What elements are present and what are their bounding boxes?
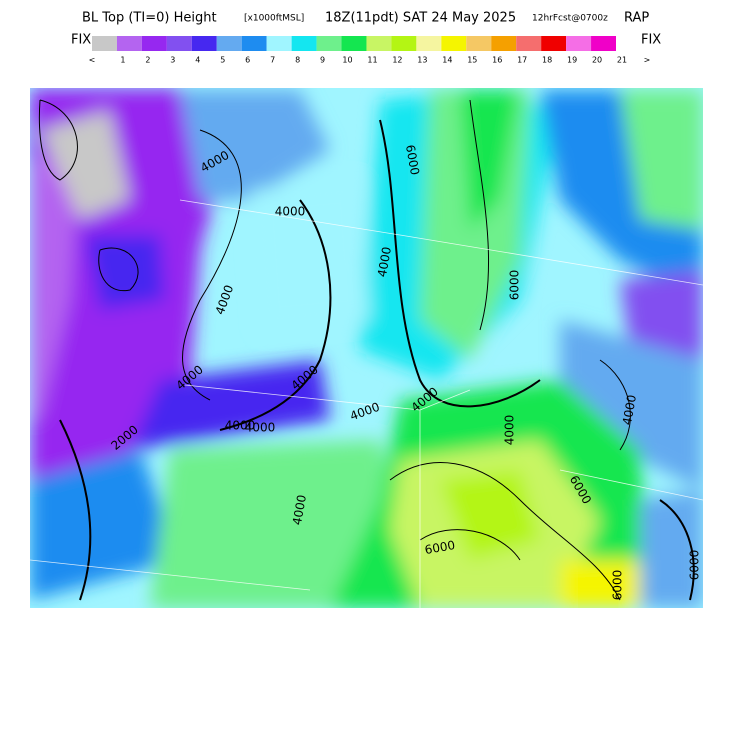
colorbar-swatch <box>391 36 417 51</box>
contours <box>38 99 695 601</box>
contour-label: 4000 <box>245 421 276 435</box>
colorbar-label: < <box>89 56 96 65</box>
colorbar: <1 2 3 4 5 6 7 8 9 10 11 12 13 14 15 16 17 18 19 20 21 > <box>89 36 651 65</box>
colorbar-label: 5 <box>220 56 225 65</box>
colorbar-label: 16 <box>492 56 502 65</box>
colorbar-label: 11 <box>367 56 377 65</box>
colorbar-label: 6 <box>245 56 250 65</box>
colorbar-swatch <box>416 36 442 51</box>
colorbar-swatch <box>541 36 567 51</box>
colorbar-swatch <box>266 36 292 51</box>
colorbar-label: 21 <box>617 56 627 65</box>
colorbar-label: 19 <box>567 56 577 65</box>
colorbar-label: 13 <box>417 56 427 65</box>
title-time: 18Z(11pdt) SAT 24 May 2025 <box>325 11 516 26</box>
colorbar-label: 15 <box>467 56 477 65</box>
shading <box>30 88 703 608</box>
colorbar-swatch <box>291 36 317 51</box>
contour-label: 6000 <box>508 270 522 301</box>
colorbar-swatch <box>366 36 392 51</box>
colorbar-swatch <box>92 36 117 51</box>
colorbar-label: 4 <box>195 56 200 65</box>
colorbar-label: > <box>644 56 651 65</box>
colorbar-label: 3 <box>170 56 175 65</box>
map <box>30 88 703 608</box>
colorbar-swatch <box>316 36 342 51</box>
colorbar-label: 9 <box>320 56 325 65</box>
colorbar-swatch <box>441 36 467 51</box>
colorbar-label: 17 <box>517 56 527 65</box>
contour-label: 6000 <box>688 550 702 581</box>
colorbar-swatch <box>166 36 192 51</box>
colorbar-swatch <box>141 36 167 51</box>
contour-label: 6000 <box>611 570 625 601</box>
title-units: [x1000ftMSL] <box>244 14 304 24</box>
colorbar-swatch <box>216 36 242 51</box>
colorbar-label: 2 <box>145 56 150 65</box>
colorbar-swatch <box>516 36 542 51</box>
colorbar-swatch <box>191 36 217 51</box>
borders <box>30 199 703 608</box>
colorbar-label: 14 <box>442 56 452 65</box>
contour-label: 6000 <box>424 538 457 557</box>
colorbar-label: 8 <box>295 56 300 65</box>
colorbar-label: 10 <box>342 56 352 65</box>
title-model: RAP <box>624 11 649 26</box>
contour-label: 4000 <box>290 494 309 527</box>
colorbar-label: 20 <box>592 56 602 65</box>
colorbar-label: 12 <box>392 56 402 65</box>
colorbar-swatch <box>491 36 517 51</box>
colorbar-swatch <box>566 36 592 51</box>
contour-label: 4000 <box>620 394 639 427</box>
fix-label-left: FIX <box>71 33 91 48</box>
colorbar-swatch <box>116 36 142 51</box>
contour-label: 4000 <box>503 415 517 446</box>
contour-label: 4000 <box>275 205 306 219</box>
fix-label-right: FIX <box>641 33 661 48</box>
contour-label: 6000 <box>403 144 422 177</box>
colorbar-label: 18 <box>542 56 552 65</box>
title-fcst: 12hrFcst@0700z <box>532 14 608 24</box>
colorbar-swatch <box>341 36 367 51</box>
colorbar-swatch <box>241 36 267 51</box>
title-main: BL Top (TI=0) Height <box>82 11 217 26</box>
colorbar-label: 7 <box>270 56 275 65</box>
colorbar-label: 1 <box>120 56 125 65</box>
contour-label: 4000 <box>375 246 394 279</box>
colorbar-swatch <box>591 36 616 51</box>
contour-label: 4000 <box>225 419 256 433</box>
title: BL Top (TI=0) Height [x1000ftMSL] 18Z(11… <box>82 11 649 26</box>
colorbar-swatch <box>466 36 492 51</box>
